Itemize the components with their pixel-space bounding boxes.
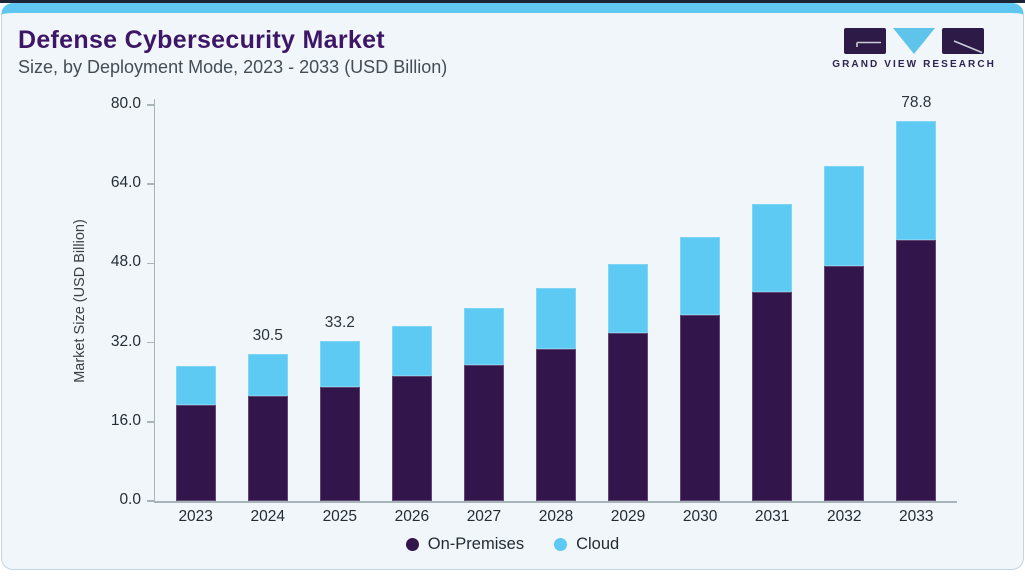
logo-g-block-icon [844, 28, 887, 54]
logo-g-glyph [856, 41, 882, 47]
x-tick-label-2028: 2028 [538, 508, 574, 525]
x-tick-label-2023: 2023 [178, 508, 213, 525]
bar-segment-on-premises-2027 [463, 364, 504, 501]
y-tick-mark [147, 500, 154, 502]
logo-mark [844, 28, 985, 54]
x-tick-label-2033: 2033 [899, 508, 934, 525]
bar-segment-cloud-2023 [175, 366, 216, 405]
x-tick-label-2027: 2027 [466, 508, 502, 525]
bar-segment-on-premises-2024 [247, 395, 288, 501]
bar-segment-cloud-2030 [680, 237, 721, 315]
legend-dot-icon [405, 538, 419, 551]
bar-segment-on-premises-2026 [391, 376, 432, 501]
bar-segment-on-premises-2032 [824, 266, 865, 501]
logo-v-triangle-icon [893, 28, 936, 54]
bar-segment-cloud-2029 [608, 264, 649, 334]
bar-segment-on-premises-2023 [175, 404, 216, 501]
bar-segment-cloud-2024 [247, 354, 288, 396]
bar-segment-cloud-2033 [896, 121, 937, 241]
x-tick-label-2029: 2029 [610, 508, 646, 525]
x-tick-label-2026: 2026 [394, 508, 430, 525]
bar-segment-cloud-2032 [824, 166, 865, 267]
bar-segment-on-premises-2031 [752, 292, 793, 501]
y-axis-line [153, 99, 155, 503]
x-tick-label-2025: 2025 [322, 508, 358, 525]
legend-label: Cloud [576, 535, 620, 553]
bar-segment-on-premises-2029 [608, 333, 649, 501]
y-axis-title: Market Size (USD Billion) [72, 219, 88, 383]
logo-r-glyph [953, 40, 983, 54]
x-tick-label-2031: 2031 [754, 508, 790, 525]
legend-dot-icon [554, 538, 568, 551]
bar-segment-on-premises-2033 [896, 240, 937, 501]
total-value-label-2025: 33.2 [324, 314, 355, 332]
x-axis-line [153, 501, 957, 503]
page-subtitle: Size, by Deployment Mode, 2023 - 2033 (U… [18, 57, 448, 77]
x-tick-label-2032: 2032 [826, 508, 862, 525]
y-tick-mark [147, 262, 154, 265]
y-tick-mark [147, 104, 154, 106]
y-tick-mark [147, 421, 154, 423]
total-value-label-2024: 30.5 [252, 327, 283, 345]
chart-legend: On-Premises Cloud [0, 535, 1025, 554]
bar-segment-cloud-2031 [752, 203, 793, 293]
x-tick-label-2024: 2024 [250, 508, 285, 525]
y-tick-label: 80.0 [110, 95, 141, 112]
y-tick-label: 32.0 [110, 332, 141, 350]
y-tick-label: 0.0 [119, 491, 141, 508]
y-tick-mark [147, 341, 154, 344]
legend-item-cloud: Cloud [554, 535, 619, 554]
bar-segment-on-premises-2030 [680, 314, 721, 501]
y-tick-label: 16.0 [110, 411, 141, 429]
top-navy-bar [0, 0, 1025, 3]
y-tick-label: 64.0 [110, 174, 141, 192]
bar-segment-cloud-2028 [536, 288, 576, 350]
legend-label: On-Premises [427, 535, 525, 553]
bar-segment-on-premises-2028 [536, 349, 576, 501]
x-tick-label-2030: 2030 [682, 508, 718, 525]
page-title: Defense Cybersecurity Market [18, 26, 385, 54]
logo-r-block-icon [942, 28, 985, 54]
grand-view-research-logo: GRAND VIEW RESEARCH [832, 28, 996, 70]
legend-item-on-premises: On-Premises [405, 535, 525, 554]
total-value-label-2033: 78.8 [901, 94, 932, 112]
bar-segment-cloud-2027 [463, 308, 504, 365]
bar-segment-cloud-2026 [391, 326, 432, 377]
bar-segment-cloud-2025 [319, 341, 360, 387]
logo-text: GRAND VIEW RESEARCH [832, 59, 996, 70]
y-tick-label: 48.0 [110, 253, 141, 271]
bar-segment-on-premises-2025 [319, 386, 360, 501]
y-tick-mark [147, 183, 154, 185]
